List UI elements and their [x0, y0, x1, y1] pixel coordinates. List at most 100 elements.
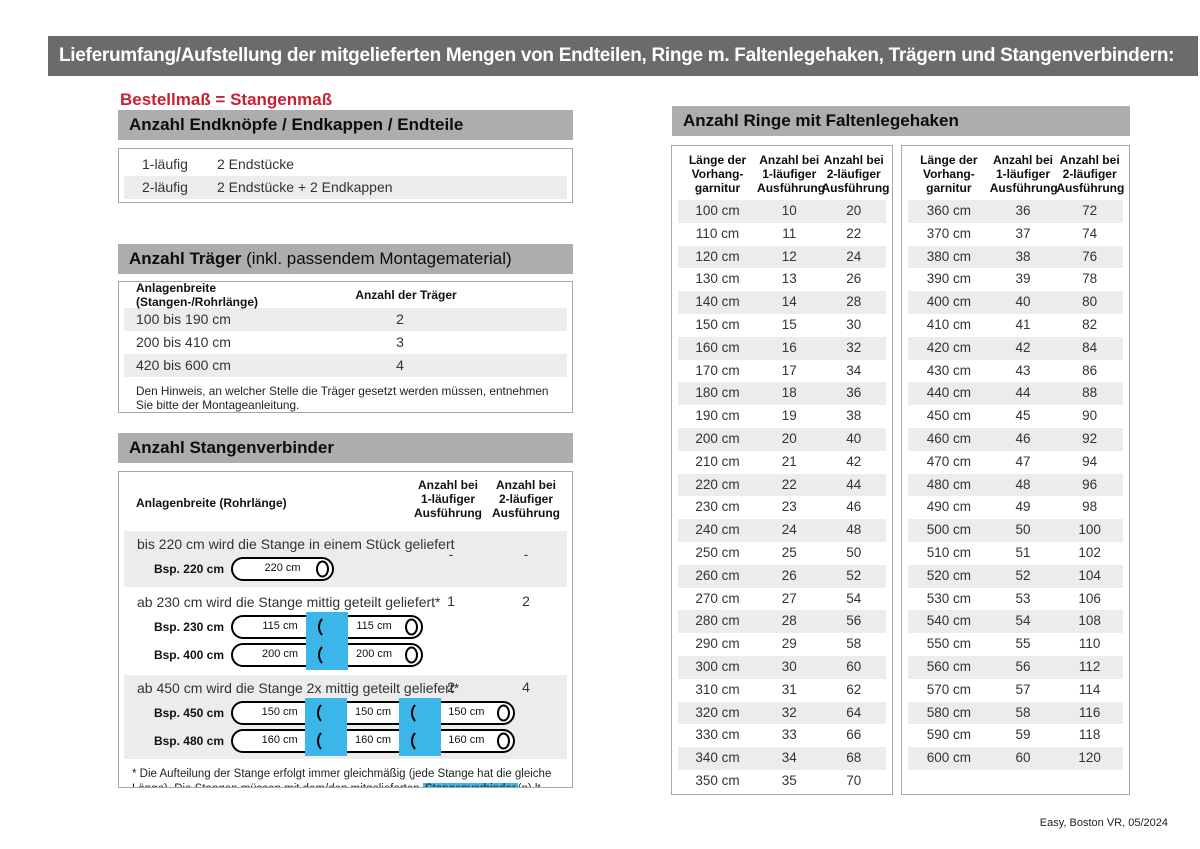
- table-row: 270 cm 27 54: [678, 588, 886, 611]
- table-row: 160 cm 16 32: [678, 336, 886, 360]
- table-row: 360 cm 36 72: [908, 200, 1123, 223]
- section-header-traeger: Anzahl Träger (inkl. passendem Montagema…: [118, 244, 573, 274]
- table-row: 350 cm 35 70: [678, 770, 886, 793]
- traeger-table-header: Anlagenbreite (Stangen-/Rohrlänge) Anzah…: [119, 281, 572, 309]
- rod-example-label: Bsp. 220 cm: [153, 562, 224, 576]
- rings-2laeufig: 60: [846, 658, 862, 674]
- rings-2laeufig: 96: [1082, 476, 1098, 492]
- rings-1laeufig: 20: [781, 430, 797, 446]
- column-header: Anzahl bei 2-läufiger Ausführung: [821, 153, 890, 195]
- garnitur-length: 450 cm: [926, 408, 971, 424]
- garnitur-length: 560 cm: [926, 658, 971, 674]
- table-row: 260 cm 26 52: [678, 564, 886, 588]
- page-title: Lieferumfang/Aufstellung der mitgeliefer…: [48, 36, 1198, 76]
- group-description: ab 450 cm wird die Stange 2x mittig gete…: [137, 680, 460, 696]
- garnitur-length: 320 cm: [695, 704, 740, 720]
- verbinder-footnote: * Die Aufteilung der Stange erfolgt imme…: [119, 759, 572, 787]
- traeger-count: 4: [396, 357, 404, 373]
- verbinder-table: Anlagenbreite (Rohrlänge) Anzahl bei 1-l…: [118, 471, 573, 788]
- rings-1laeufig: 12: [781, 248, 797, 264]
- garnitur-length: 490 cm: [926, 499, 971, 515]
- rings-2laeufig: 94: [1082, 453, 1098, 469]
- rings-2laeufig: 40: [846, 430, 862, 446]
- traeger-count: 2: [396, 311, 404, 327]
- rings-1laeufig: 46: [1015, 430, 1031, 446]
- rings-1laeufig: 29: [781, 636, 797, 652]
- column-header-rohrlaenge: Anlagenbreite (Rohrlänge): [136, 496, 287, 510]
- garnitur-length: 370 cm: [926, 225, 971, 241]
- rings-1laeufig: 54: [1015, 613, 1031, 629]
- rings-1laeufig: 48: [1015, 476, 1031, 492]
- rings-1laeufig: 59: [1015, 727, 1031, 743]
- rings-2laeufig: 100: [1078, 522, 1101, 538]
- document-version: Easy, Boston VR, 05/2024: [1039, 817, 1168, 829]
- garnitur-length: 360 cm: [926, 203, 971, 218]
- rings-2laeufig: 24: [846, 248, 862, 264]
- rings-2laeufig: 106: [1078, 590, 1101, 606]
- garnitur-length: 530 cm: [926, 590, 971, 606]
- rod-joint-arc: [318, 643, 340, 667]
- garnitur-length: 290 cm: [695, 636, 740, 652]
- column-header-anlagenbreite: Anlagenbreite (Stangen-/Rohrlänge): [136, 281, 258, 309]
- garnitur-length: 270 cm: [695, 590, 740, 606]
- rings-2laeufig: 80: [1082, 294, 1098, 310]
- count-2laeufig: 2: [522, 593, 530, 609]
- rod-end-cap: [405, 618, 418, 636]
- rod-segment-length: 115 cm: [262, 620, 298, 632]
- table-row: 570 cm 57 114: [908, 679, 1123, 702]
- rod-graphic: 200 cm 200 cm: [231, 640, 423, 670]
- table-row: 340 cm 34 68: [678, 747, 886, 770]
- rod-end-cap: [316, 560, 329, 578]
- rings-1laeufig: 23: [781, 499, 797, 515]
- verbinder-group: ab 450 cm wird die Stange 2x mittig gete…: [124, 675, 567, 759]
- count-2laeufig: -: [523, 546, 529, 562]
- rings-2laeufig: 108: [1078, 613, 1101, 629]
- rod-segment-length: 150 cm: [261, 706, 298, 718]
- rings-1laeufig: 26: [781, 567, 797, 583]
- rings-2laeufig: 22: [846, 225, 862, 241]
- verbinder-group: ab 230 cm wird die Stange mittig geteilt…: [124, 589, 567, 673]
- rings-2laeufig: 20: [846, 203, 862, 218]
- rings-1laeufig: 17: [781, 362, 797, 378]
- traeger-rows: 100 bis 190 cm 2 200 bis 410 cm 3 420 bis 60…: [119, 308, 572, 377]
- rod-example-label: Bsp. 480 cm: [153, 734, 224, 748]
- rings-2laeufig: 92: [1082, 430, 1098, 446]
- rings-2laeufig: 74: [1082, 225, 1098, 241]
- column-header: Anzahl bei 1-läufiger Ausführung: [757, 153, 826, 195]
- table-row: 380 cm 38 76: [908, 245, 1123, 269]
- garnitur-length: 600 cm: [926, 750, 971, 766]
- table-row: 100 bis 190 cm 2: [124, 308, 567, 331]
- table-row: 170 cm 17 34: [678, 360, 886, 383]
- garnitur-length: 190 cm: [695, 408, 740, 424]
- table-row: 200 bis 410 cm 3: [124, 331, 567, 354]
- table-row: 280 cm 28 56: [678, 610, 886, 634]
- rings-1laeufig: 16: [781, 339, 797, 355]
- rings-2laeufig: 68: [846, 750, 862, 766]
- rings-2laeufig: 42: [846, 453, 862, 469]
- garnitur-length: 480 cm: [926, 476, 971, 492]
- rod-segment-length: 150 cm: [448, 706, 485, 718]
- rod-segment-length: 150 cm: [354, 706, 392, 718]
- order-measure-note: Bestellmaß = Stangenmaß: [120, 90, 333, 109]
- table-row: 530 cm 53 106: [908, 588, 1123, 611]
- section-title-endteile: Anzahl Endknöpfe / Endkappen / Endteile: [129, 115, 464, 134]
- rings-1laeufig: 47: [1015, 453, 1031, 469]
- rod-example-label: Bsp. 230 cm: [153, 620, 224, 634]
- table-row: 480 cm 48 96: [908, 473, 1123, 497]
- rod-segment-length: 200 cm: [261, 648, 299, 660]
- table-row: 230 cm 23 46: [678, 496, 886, 519]
- rod-example-label: Bsp. 400 cm: [153, 648, 224, 662]
- rings-1laeufig: 34: [781, 750, 797, 766]
- garnitur-length: 540 cm: [926, 613, 971, 629]
- garnitur-length: 210 cm: [695, 453, 740, 469]
- rings-1laeufig: 51: [1015, 544, 1031, 560]
- rings-1laeufig: 56: [1015, 658, 1031, 674]
- garnitur-length: 240 cm: [695, 522, 740, 538]
- group-description: ab 230 cm wird die Stange mittig geteilt…: [137, 594, 441, 610]
- traeger-count: 3: [396, 334, 404, 350]
- table-row: 450 cm 45 90: [908, 405, 1123, 428]
- rod-segment-length: 160 cm: [448, 734, 485, 746]
- rings-1laeufig: 15: [781, 316, 797, 332]
- ringe-table-right: Länge der Vorhang- garnitur Anzahl bei 1-…: [901, 145, 1130, 795]
- rings-2laeufig: 76: [1082, 248, 1098, 264]
